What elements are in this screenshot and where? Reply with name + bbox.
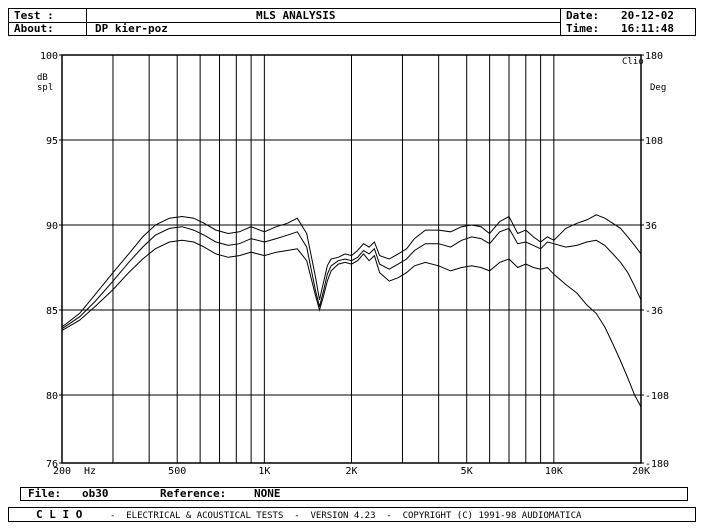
test-label: Test :: [14, 9, 54, 22]
y-tick-label: 80: [46, 391, 58, 402]
chart-labels: 100 180 95 108 90 36 85 -36 80 -108 76 -180 200 Hz 500…: [37, 51, 669, 477]
x-tick-label: 5K: [461, 466, 473, 477]
x-tick-label: 500: [168, 466, 186, 477]
y2-tick-label: 108: [645, 136, 663, 147]
file-value: ob30: [82, 487, 109, 500]
y2-tick-label: -108: [645, 391, 669, 402]
time-value: 16:11:48: [621, 22, 674, 35]
x-tick-label: 20K: [632, 466, 650, 477]
about-value: DP kier-poz: [95, 22, 168, 35]
y2-tick-label: 36: [645, 221, 657, 232]
y2-tick-label: -180: [645, 459, 669, 470]
about-label: About:: [14, 22, 54, 35]
header-right-box: [560, 8, 696, 36]
header-left-divider: [8, 8, 87, 36]
reference-value: NONE: [254, 487, 281, 500]
y2-tick-label: -36: [645, 306, 663, 317]
reference-label: Reference:: [160, 487, 227, 500]
file-label: File:: [28, 487, 62, 500]
response-trace-3: [61, 239, 642, 408]
y2-axis-label: Deg: [650, 83, 666, 93]
info-bar: [20, 487, 688, 501]
time-label: Time:: [566, 22, 600, 35]
y-tick-label: 100: [40, 51, 58, 62]
date-value: 20-12-02: [621, 9, 674, 22]
date-label: Date:: [566, 9, 600, 22]
x-tick-label: 10K: [545, 466, 563, 477]
y-tick-label: 90: [46, 221, 58, 232]
footer-brand: C L I O: [36, 508, 83, 521]
y-tick-label: 95: [46, 136, 58, 147]
clip-label: Clio: [622, 57, 644, 67]
y-axis-label-line2: spl: [37, 83, 53, 93]
chart-grid: [59, 54, 644, 464]
response-trace-1: [61, 214, 642, 328]
footer-text: - ELECTRICAL & ACOUSTICAL TESTS - VERSIO…: [110, 511, 582, 521]
y-axis-label-line1: dB: [37, 73, 48, 83]
chart-traces: [61, 214, 642, 408]
page-title: MLS ANALYSIS: [256, 9, 336, 22]
x-tick-label: 1K: [258, 466, 270, 477]
x-tick-label: 200: [53, 466, 71, 477]
footer-bar: [8, 507, 696, 522]
y-tick-label: 76: [46, 459, 58, 470]
response-trace-2: [61, 226, 642, 330]
x-tick-label: Hz: [84, 466, 96, 477]
x-tick-label: 2K: [345, 466, 357, 477]
y-tick-label: 85: [46, 306, 58, 317]
y2-tick-label: 180: [645, 51, 663, 62]
